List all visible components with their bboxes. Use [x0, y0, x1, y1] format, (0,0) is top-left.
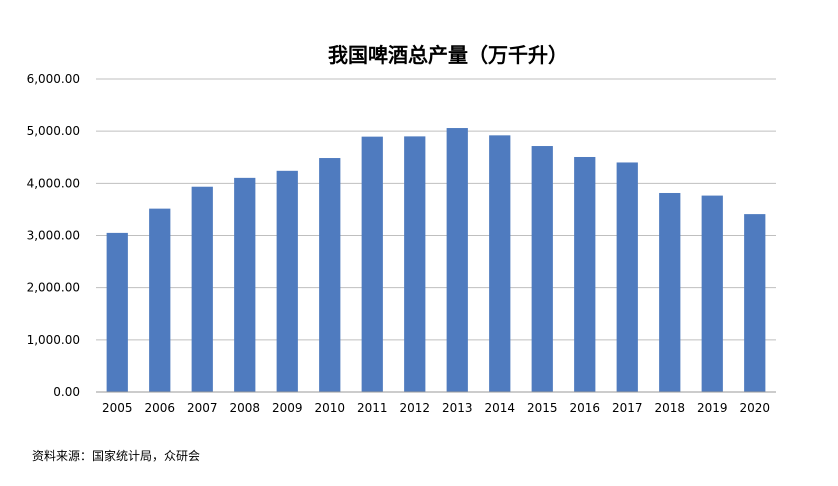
y-tick-label: 5,000.00: [27, 124, 80, 138]
bar-2015: [531, 146, 553, 392]
bar-2014: [489, 135, 511, 392]
x-tick-label: 2018: [654, 401, 685, 415]
bars: [106, 128, 766, 392]
y-axis-ticks: 0.00 1,000.00 2,000.00 3,000.00 4,000.00 5,00…: [27, 72, 80, 399]
bar-2017: [616, 162, 638, 392]
x-tick-label: 2006: [144, 401, 175, 415]
x-tick-label: 2012: [399, 401, 430, 415]
y-tick-label: 6,000.00: [27, 72, 80, 86]
x-tick-label: 2009: [272, 401, 303, 415]
bar-2012: [404, 136, 426, 392]
x-tick-label: 2014: [484, 401, 515, 415]
bar-2008: [234, 177, 256, 392]
bar-2007: [191, 186, 213, 392]
x-axis-ticks: 2005 2006 2007 2008 2009 2010 2011 2012 2013 2014…: [102, 401, 770, 415]
x-tick-label: 2020: [739, 401, 770, 415]
x-tick-label: 2017: [612, 401, 643, 415]
y-tick-label: 2,000.00: [27, 281, 80, 295]
bar-2016: [574, 156, 596, 392]
x-tick-label: 2011: [357, 401, 388, 415]
bar-2010: [319, 158, 341, 392]
source-note: 资料来源：国家统计局，众研会: [32, 449, 201, 463]
bar-2018: [659, 192, 681, 392]
x-tick-label: 2005: [102, 401, 133, 415]
bar-2006: [149, 208, 171, 392]
x-tick-label: 2008: [229, 401, 260, 415]
bar-2009: [276, 170, 298, 392]
y-tick-label: 0.00: [53, 385, 80, 399]
x-tick-label: 2010: [314, 401, 345, 415]
y-tick-label: 4,000.00: [27, 176, 80, 190]
x-tick-label: 2016: [569, 401, 600, 415]
bar-2011: [361, 136, 383, 392]
x-tick-label: 2013: [442, 401, 473, 415]
y-tick-label: 1,000.00: [27, 333, 80, 347]
bar-2020: [744, 214, 766, 392]
bar-2005: [106, 232, 128, 392]
x-tick-label: 2007: [187, 401, 218, 415]
chart-title: 我国啤酒总产量（万千升）: [328, 43, 568, 67]
y-tick-label: 3,000.00: [27, 229, 80, 243]
bar-2013: [446, 128, 468, 392]
x-tick-label: 2015: [527, 401, 558, 415]
x-tick-label: 2019: [697, 401, 728, 415]
bar-2019: [701, 195, 723, 392]
